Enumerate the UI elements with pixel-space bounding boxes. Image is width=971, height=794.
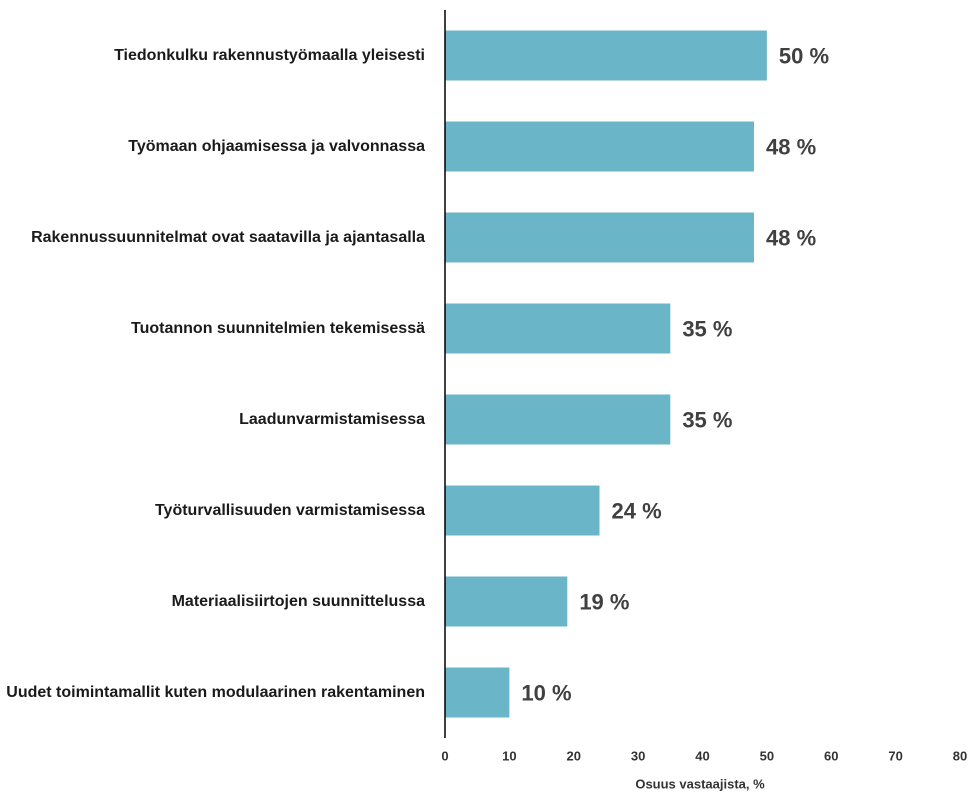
data-label: 48 % xyxy=(766,134,816,159)
y-tick-label: Työmaan ohjaamisessa ja valvonnassa xyxy=(128,137,425,155)
data-label: 48 % xyxy=(766,225,816,250)
bar xyxy=(445,121,754,172)
bar xyxy=(445,30,767,81)
x-tick-label: 60 xyxy=(824,748,838,763)
data-label: 10 % xyxy=(521,680,571,705)
y-tick-label: Työturvallisuuden varmistamisessa xyxy=(154,501,425,519)
x-axis-title: Osuus vastaajista, % xyxy=(635,776,765,791)
category-label-box: Tuotannon suunnitelmien tekemisessä xyxy=(5,299,425,359)
x-tick-label: 10 xyxy=(502,748,516,763)
data-label: 19 % xyxy=(579,589,629,614)
y-tick-label: Uudet toimintamallit kuten modulaarinen … xyxy=(6,683,425,701)
y-tick-label: Tuotannon suunnitelmien tekemisessä xyxy=(131,319,425,337)
data-label: 35 % xyxy=(682,407,732,432)
data-label: 24 % xyxy=(612,498,662,523)
category-label-box: Materiaalisiirtojen suunnittelussa xyxy=(5,572,425,632)
x-tick-label: 20 xyxy=(567,748,581,763)
bar xyxy=(445,394,671,445)
x-tick-label: 30 xyxy=(631,748,645,763)
x-tick-label: 80 xyxy=(953,748,967,763)
y-tick-label: Laadunvarmistamisessa xyxy=(239,410,425,428)
y-tick-label: Materiaalisiirtojen suunnittelussa xyxy=(171,592,425,610)
x-tick-label: 40 xyxy=(695,748,709,763)
category-label-box: Rakennussuunnitelmat ovat saatavilla ja … xyxy=(5,208,425,268)
bar xyxy=(445,576,568,627)
y-tick-label: Tiedonkulku rakennustyömaalla yleisesti xyxy=(114,46,425,64)
data-label: 35 % xyxy=(682,316,732,341)
category-label-box: Uudet toimintamallit kuten modulaarinen … xyxy=(5,663,425,723)
x-tick-label: 0 xyxy=(441,748,448,763)
bar xyxy=(445,303,671,354)
x-tick-label: 50 xyxy=(760,748,774,763)
bar xyxy=(445,485,600,536)
category-label-box: Laadunvarmistamisessa xyxy=(5,390,425,450)
category-label-box: Tiedonkulku rakennustyömaalla yleisesti xyxy=(5,26,425,86)
data-label: 50 % xyxy=(779,43,829,68)
category-label-box: Työturvallisuuden varmistamisessa xyxy=(5,481,425,541)
x-tick-label: 70 xyxy=(888,748,902,763)
y-tick-label: Rakennussuunnitelmat ovat saatavilla ja … xyxy=(31,228,425,246)
bar xyxy=(445,667,510,718)
category-label-box: Työmaan ohjaamisessa ja valvonnassa xyxy=(5,117,425,177)
bar xyxy=(445,212,754,263)
